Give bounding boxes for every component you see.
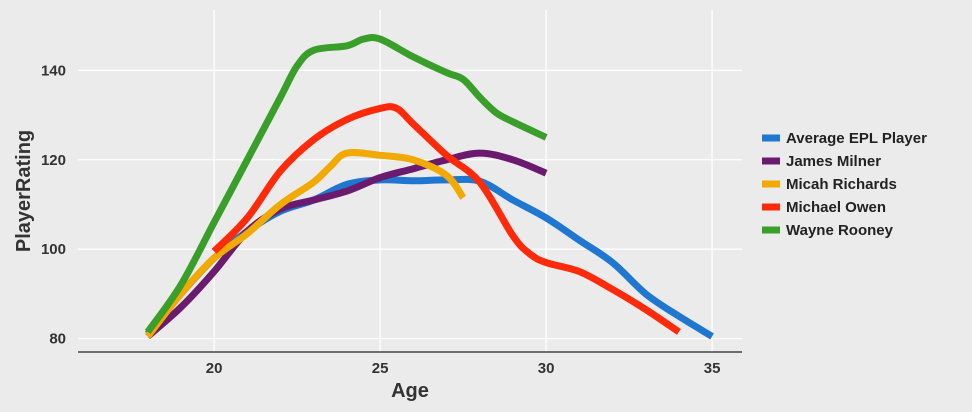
y-tick-label: 80 (49, 331, 66, 348)
y-tick-labels: 80 100 120 140 (41, 62, 66, 347)
series-lines (144, 33, 714, 340)
x-tick-label: 30 (538, 360, 555, 377)
x-tick-label: 20 (206, 360, 223, 377)
legend-label-wayne-rooney: Wayne Rooney (786, 222, 894, 239)
x-tick-label: 25 (372, 360, 389, 377)
series-line-james-milner (145, 149, 548, 340)
legend-label-micah-richards: Micah Richards (786, 176, 897, 193)
y-tick-label: 100 (41, 241, 66, 258)
y-axis-title: PlayerRating (13, 130, 35, 252)
x-tick-labels: 20 25 30 35 (206, 360, 721, 377)
legend: Average EPL Player James Milner Micah Rich… (762, 130, 927, 239)
legend-label-average-epl-player: Average EPL Player (786, 130, 927, 147)
series-line-michael-owen (211, 103, 681, 335)
legend-label-michael-owen: Michael Owen (786, 199, 886, 216)
y-tick-label: 140 (41, 62, 66, 79)
x-tick-label: 35 (704, 360, 721, 377)
legend-label-james-milner: James Milner (786, 153, 881, 170)
x-axis-title: Age (391, 380, 429, 402)
series-line-micah-richards (144, 148, 467, 339)
y-tick-label: 120 (41, 152, 66, 169)
series-line-wayne-rooney (144, 33, 548, 334)
